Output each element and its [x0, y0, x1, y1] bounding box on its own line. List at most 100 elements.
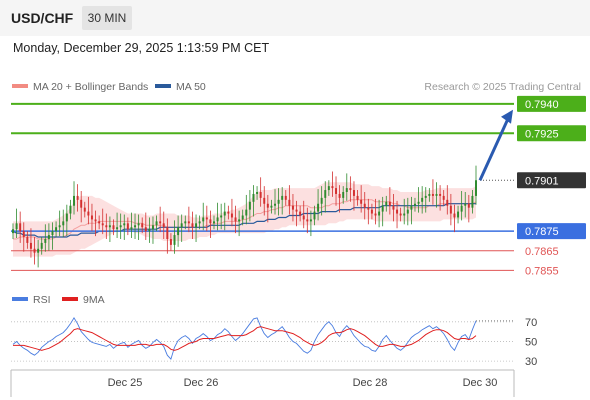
ma50-line — [12, 203, 476, 238]
x-tick-label: Dec 30 — [463, 377, 498, 389]
candle-body — [360, 199, 363, 204]
candle-body — [90, 215, 93, 220]
candle-body — [69, 205, 72, 214]
candle-body — [299, 211, 302, 216]
candle-body — [62, 221, 65, 226]
candle-body — [230, 213, 233, 218]
candle-body — [65, 213, 68, 222]
resistance-label-box — [517, 95, 586, 112]
credit-text: Research © 2025 Trading Central — [424, 81, 581, 93]
candle-body — [446, 199, 449, 206]
candle-body — [378, 211, 381, 216]
candle-body — [191, 223, 194, 228]
candle-body — [464, 203, 467, 206]
candle-body — [313, 211, 316, 220]
candle-body — [205, 217, 208, 220]
price-pane: 0.7940 0.7925 0.7901 0.7875 0.7865 0.7855 — [11, 95, 586, 277]
candle-body — [169, 239, 172, 245]
candle-body — [417, 201, 420, 204]
candle-body — [396, 209, 399, 214]
candle-body — [345, 188, 348, 192]
candle-body — [51, 231, 54, 236]
candle-body — [220, 215, 223, 218]
candle-body — [281, 195, 284, 200]
legend-label-rsi: RSI — [33, 294, 51, 306]
candle-body — [374, 213, 377, 216]
candle-body — [137, 223, 140, 226]
candle-body — [162, 223, 165, 228]
candle-body — [352, 190, 355, 196]
candle-body — [134, 225, 137, 228]
ma20-line — [13, 199, 477, 240]
candle-body — [87, 211, 90, 216]
candle-body — [256, 192, 259, 194]
target-arrow-head — [501, 109, 513, 124]
candle-body — [428, 193, 431, 196]
candle-body — [166, 227, 169, 239]
candle-body — [98, 221, 101, 224]
candle-body — [270, 205, 273, 208]
candle-body — [263, 197, 266, 204]
rsi-line — [12, 317, 477, 360]
candle-body — [198, 221, 201, 224]
candle-body — [202, 217, 205, 222]
candle-body — [410, 205, 413, 210]
price-label-box — [517, 172, 586, 189]
candle-body — [277, 199, 280, 204]
candle-body — [471, 195, 474, 208]
candle-body — [424, 195, 427, 198]
candle-body — [475, 180, 477, 196]
candle-body — [159, 221, 162, 224]
candle-body — [320, 197, 323, 204]
rsi-ma9-line — [13, 326, 477, 351]
candle-body — [155, 221, 158, 226]
resistance-label: 0.7925 — [525, 128, 559, 140]
candle-body — [19, 223, 22, 232]
candle-body — [252, 193, 255, 202]
legend-swatch-rsi — [12, 297, 28, 301]
price-label: 0.7901 — [525, 175, 559, 187]
candle-body — [392, 205, 395, 210]
candle-body — [101, 223, 104, 226]
candle-body — [306, 219, 309, 222]
candle-body — [209, 219, 212, 224]
chart-header: USD/CHF 30 MIN — [0, 0, 590, 36]
candle-body — [94, 219, 97, 222]
candle-body — [288, 199, 291, 206]
candle-body — [295, 209, 298, 212]
candle-body — [148, 229, 151, 232]
candle-body — [335, 188, 338, 194]
candle-body — [385, 201, 388, 206]
candle-body — [245, 209, 248, 216]
resistance-label-box — [517, 125, 586, 142]
timestamp: Monday, December 29, 2025 1:13:59 PM CET — [13, 41, 270, 55]
candle-body — [184, 221, 187, 224]
candle-body — [381, 205, 384, 212]
candle-body — [460, 205, 463, 212]
candle-body — [141, 223, 144, 228]
rsi-tick-label: 30 — [525, 356, 537, 368]
candle-body — [266, 203, 269, 208]
candle-body — [317, 203, 320, 212]
candle-body — [363, 203, 366, 208]
legend-swatch-ma50 — [155, 84, 171, 88]
candle-body — [435, 193, 438, 196]
candle-body — [15, 223, 18, 230]
candle-body — [29, 242, 32, 249]
candle-body — [223, 211, 226, 216]
legend-label-ma20: MA 20 + Bollinger Bands — [33, 81, 148, 93]
legend-swatch-9ma — [62, 297, 78, 301]
candle-body — [356, 195, 359, 200]
candle-body — [467, 203, 470, 208]
resistance-label: 0.7940 — [525, 99, 559, 111]
candle-body — [76, 195, 79, 200]
candle-body — [431, 193, 434, 196]
x-tick-label: Dec 26 — [184, 377, 219, 389]
candle-body — [126, 223, 129, 230]
rsi-pane: 70 50 30 — [11, 317, 537, 368]
timeframe-button[interactable]: 30 MIN — [82, 6, 132, 30]
candle-body — [44, 239, 47, 243]
candle-body — [151, 225, 154, 230]
candle-body — [123, 223, 126, 226]
pivot-label: 0.7875 — [525, 226, 559, 238]
